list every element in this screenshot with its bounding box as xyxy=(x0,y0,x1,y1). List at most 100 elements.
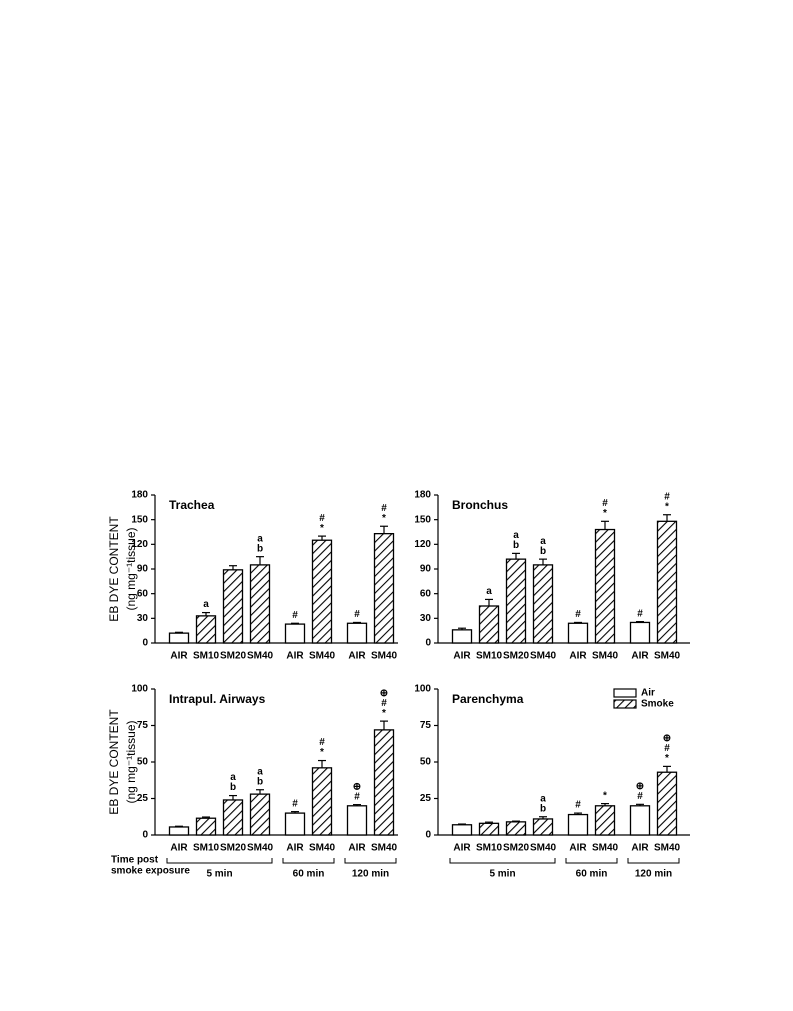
y-axis-label: (ng mg⁻¹tissue) xyxy=(124,527,138,610)
bar xyxy=(656,771,678,836)
annotation: # xyxy=(664,491,670,502)
x-tick-label: AIR xyxy=(631,843,649,854)
x-tick-label: SM20 xyxy=(220,651,247,662)
x-tick-label: SM10 xyxy=(476,651,503,662)
panel-title: Bronchus xyxy=(452,498,508,512)
group-bracket xyxy=(166,858,273,864)
group-bracket xyxy=(344,858,397,864)
bar xyxy=(284,623,306,644)
bar xyxy=(451,629,473,644)
bar xyxy=(168,632,190,644)
annotation: b xyxy=(257,543,263,554)
annotation: * xyxy=(320,747,324,758)
annotation: b xyxy=(257,776,263,787)
legend-swatch xyxy=(613,699,637,709)
legend-label: Air xyxy=(641,688,655,699)
annotation: a xyxy=(486,586,492,597)
annotation: b xyxy=(540,803,546,814)
group-label: 5 min xyxy=(489,869,515,880)
y-axis-label: (ng mg⁻¹tissue) xyxy=(124,720,138,803)
legend-swatch xyxy=(613,688,637,698)
x-tick-label: AIR xyxy=(286,651,304,662)
annotation: b xyxy=(230,782,236,793)
annotation: ⊕ xyxy=(636,781,644,792)
x-tick-label: AIR xyxy=(569,651,587,662)
group-label: 120 min xyxy=(635,869,672,880)
annotation: # xyxy=(354,609,360,620)
bar xyxy=(222,569,244,644)
group-label: 60 min xyxy=(576,869,608,880)
bar xyxy=(311,767,333,836)
annotation: # xyxy=(381,503,387,514)
x-tick-label: AIR xyxy=(348,843,366,854)
y-axis-label: EB DYE CONTENT xyxy=(107,709,121,815)
y-tick-label: 150 xyxy=(131,514,148,525)
x-tick-label: SM40 xyxy=(247,843,274,854)
x-tick-label: SM40 xyxy=(530,843,557,854)
annotation: * xyxy=(665,501,669,512)
x-tick-label: SM40 xyxy=(309,651,336,662)
bar xyxy=(505,821,527,836)
annotation: a xyxy=(540,793,546,804)
x-tick-label: SM20 xyxy=(503,843,530,854)
annotation: a xyxy=(257,766,263,777)
annotation: # xyxy=(664,743,670,754)
bar xyxy=(567,622,589,644)
y-tick-label: 120 xyxy=(414,539,431,550)
bar xyxy=(373,729,395,836)
group-label: 120 min xyxy=(352,869,389,880)
y-tick-label: 60 xyxy=(420,588,432,599)
bar xyxy=(195,817,217,836)
annotation: a xyxy=(230,772,236,783)
x-tick-label: SM10 xyxy=(193,651,220,662)
annotation: ⊕ xyxy=(380,688,388,699)
bar xyxy=(373,532,395,644)
y-tick-label: 0 xyxy=(425,638,431,649)
group-label: 5 min xyxy=(206,869,232,880)
annotation: # xyxy=(637,608,643,619)
bar xyxy=(451,824,473,836)
y-tick-label: 75 xyxy=(137,720,149,731)
legend-label: Smoke xyxy=(641,699,674,710)
bar xyxy=(594,805,616,836)
time-label: smoke exposure xyxy=(111,866,190,877)
group-bracket xyxy=(449,858,556,864)
group-bracket xyxy=(627,858,680,864)
panel-title: Parenchyma xyxy=(452,692,524,706)
annotation: * xyxy=(382,708,386,719)
x-tick-label: SM10 xyxy=(476,843,503,854)
y-tick-label: 150 xyxy=(414,514,431,525)
bar xyxy=(532,818,554,836)
annotation: * xyxy=(320,523,324,534)
annotation: a xyxy=(257,533,263,544)
time-label: Time post xyxy=(111,855,159,866)
annotation: ⊕ xyxy=(663,733,671,744)
bar xyxy=(311,539,333,644)
x-tick-label: AIR xyxy=(170,651,188,662)
x-tick-label: AIR xyxy=(631,651,649,662)
annotation: * xyxy=(603,790,607,801)
y-tick-label: 50 xyxy=(420,757,432,768)
annotation: # xyxy=(575,800,581,811)
bar xyxy=(505,558,527,644)
y-axis-label: EB DYE CONTENT xyxy=(107,516,121,622)
x-tick-label: SM40 xyxy=(371,843,398,854)
bar xyxy=(346,805,368,836)
annotation: # xyxy=(292,610,298,621)
y-tick-label: 100 xyxy=(414,684,431,695)
x-tick-label: SM40 xyxy=(309,843,336,854)
y-tick-label: 30 xyxy=(137,613,149,624)
bar xyxy=(249,564,271,644)
annotation: ⊕ xyxy=(353,781,361,792)
annotation: a xyxy=(513,530,519,541)
y-tick-label: 180 xyxy=(414,490,431,501)
y-tick-label: 0 xyxy=(142,830,148,841)
annotation: # xyxy=(602,498,608,509)
panel-title: Trachea xyxy=(169,498,215,512)
panel-title: Intrapul. Airways xyxy=(169,692,266,706)
y-tick-label: 90 xyxy=(137,564,149,575)
x-tick-label: AIR xyxy=(453,843,471,854)
y-tick-label: 0 xyxy=(425,830,431,841)
bar xyxy=(478,605,500,644)
